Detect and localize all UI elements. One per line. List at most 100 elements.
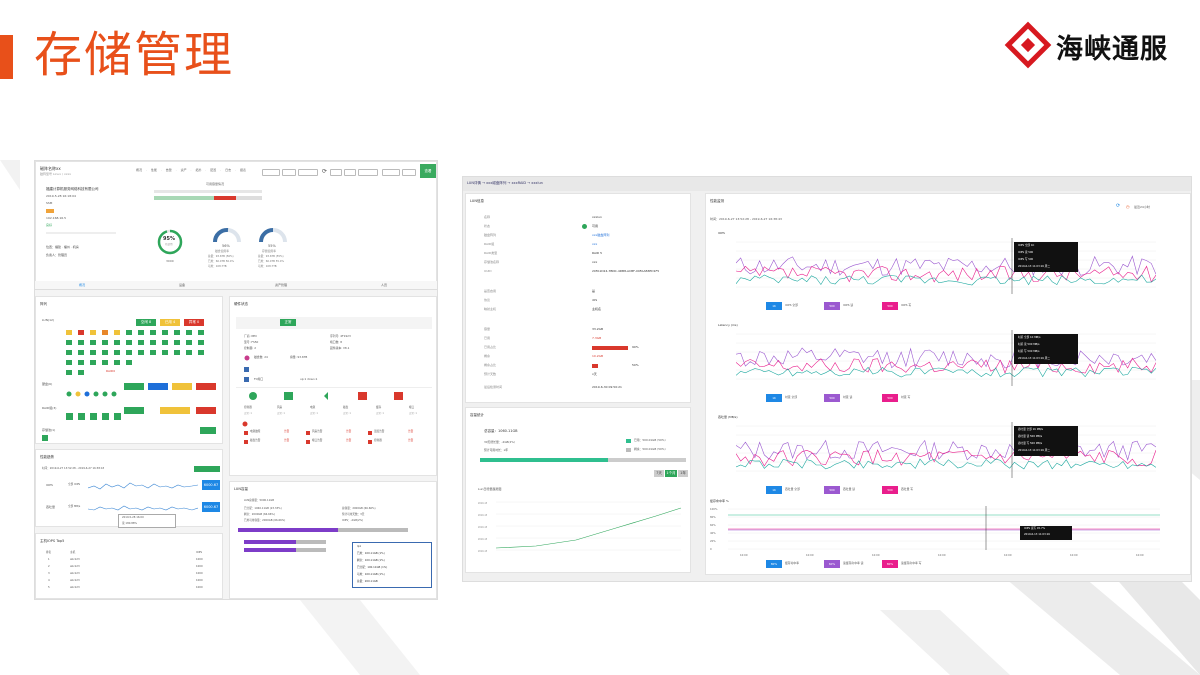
usage-percent-sub: 已使用 (165, 243, 173, 246)
clock-icon[interactable]: ◷ (1126, 204, 1130, 209)
usage-bar (592, 364, 598, 368)
hw-field-1: 厂商: IBM (244, 334, 257, 338)
legend-chip[interactable]: 80% (766, 560, 782, 568)
refresh-icon[interactable]: ⟳ (322, 168, 328, 175)
hw-item-status: 正常: 1 (310, 412, 318, 415)
lun-tooltip-line: lp1 (357, 545, 362, 548)
header-button-3[interactable] (298, 169, 318, 176)
alarm-label[interactable]: 电源故障 (250, 430, 261, 433)
alarm-label[interactable]: 风扇告警 (312, 430, 323, 433)
lun-field-value: x天 (592, 372, 597, 376)
array-row-raid: RAID组(3) (42, 406, 57, 410)
disk-badge-2[interactable] (148, 383, 168, 390)
disk-badge-4[interactable] (196, 383, 216, 390)
badge-error[interactable]: 异常 0 (184, 319, 204, 326)
tab-asset[interactable]: 资产管理 (275, 283, 288, 287)
alarm-status: 告警 (284, 439, 290, 442)
legend-chip[interactable]: 500 (882, 394, 898, 402)
top-nav[interactable]: 概况 · 性能 · 告警 · 资产 · 拓扑 · 配置 · 日志 · 报表 (136, 168, 247, 172)
header-button-8[interactable] (402, 169, 416, 176)
disk-badge-3[interactable] (172, 383, 192, 390)
pool-badge[interactable] (200, 427, 216, 434)
table-row-iops: 1000 (196, 565, 203, 568)
perf-tooltip: 2019-5-28 16:00 读 180.88% (118, 514, 176, 528)
legend-chip[interactable]: 500 (824, 394, 840, 402)
header-button-1[interactable] (262, 169, 280, 176)
perf-line-chart (736, 330, 1156, 386)
lun-field-value: 2019-6-30 09:50:21 (592, 385, 622, 389)
legend-chip[interactable]: 500 (824, 486, 840, 494)
legend-chip[interactable]: 500 (882, 486, 898, 494)
view-button[interactable]: 查看 (420, 164, 436, 178)
storage-gauge-icon (259, 228, 287, 243)
legend-chip[interactable]: 1K (766, 486, 782, 494)
header-button-6[interactable] (358, 169, 378, 176)
perf-bw-sub: 全部 MB/s (68, 505, 81, 508)
disk-badge-1[interactable] (124, 383, 144, 390)
tooltip-line: 吞吐量 写 500 MB/s (1018, 442, 1043, 445)
lun-cap-line1: 已分配：1060.11GB (23.33%) (244, 507, 282, 510)
legend-chip[interactable]: 1K (766, 394, 782, 402)
lun-field-label: 预计天数 (484, 372, 497, 376)
hw-field-5: 端口数: 8 (330, 340, 343, 344)
tab-overview[interactable]: 概况 (79, 283, 86, 287)
hw-item-label: 控制器 (244, 406, 252, 409)
info-divider (46, 232, 116, 234)
alarm-label[interactable]: 端口告警 (312, 439, 323, 442)
status-badge (46, 209, 54, 213)
header-button-2[interactable] (282, 169, 296, 176)
legend-chip[interactable]: 80% (882, 560, 898, 568)
header-button-7[interactable] (382, 169, 400, 176)
perf-monitor-title: 性能监测 (710, 199, 724, 203)
raid-badge-3[interactable] (196, 407, 216, 414)
lun-field-value: 7.3GB (592, 336, 602, 340)
capacity-chart-title: Lun日增量趋势图 (478, 487, 502, 491)
legend-label: 吞吐量 写 (901, 487, 914, 491)
refresh-range[interactable]: 最近24小时 (1134, 205, 1150, 209)
lun-tooltip-line: 已分配：100.11GB (1%) (357, 566, 388, 569)
raid-icons (66, 413, 121, 420)
legend-chip[interactable]: 60% (824, 560, 840, 568)
capacity-trend-chart: 2019-15 2019-15 2019-15 2019-15 2019-15 (478, 501, 682, 553)
hw-field-6: 固件版本: V8.1 (330, 346, 350, 350)
legend-free: 剩余：500.01GB (50%) (634, 447, 666, 451)
legend-chip[interactable]: 500 (824, 302, 840, 310)
breadcrumb[interactable]: LUN详情 → xxx磁盘阵列 → xxxRAID → xxxlun (467, 181, 543, 185)
lun-field-value[interactable]: xxx磁盘阵列 (592, 233, 610, 237)
tooltip-line: 2019-6-13 11:03:16 周二 (1018, 265, 1050, 268)
badge-free[interactable]: 空闲 8 (136, 319, 156, 326)
legend-chip[interactable]: 1K (766, 302, 782, 310)
range-1y[interactable]: 1年 (678, 470, 688, 477)
perf-iops-value: 6000.67 (202, 480, 220, 490)
legend-chip[interactable]: 500 (882, 302, 898, 310)
alarm-label[interactable]: 温度告警 (374, 430, 385, 433)
hit-x-tick: 10:00 (1004, 553, 1012, 557)
tab-device[interactable]: 设备 (179, 283, 186, 287)
header-button-4[interactable] (330, 169, 342, 176)
lun-field-value: 33.2GB (592, 327, 604, 331)
storage-gauge-line-3: 可用：108.7TB (258, 265, 277, 268)
alarm-label[interactable]: 控制器 (374, 439, 382, 442)
header-button-5[interactable] (344, 169, 356, 176)
hw-ports-label: FC端口 (254, 377, 264, 381)
array-row-pool: 存储池(1) (42, 428, 56, 432)
array-model: 磁阵型号 Linux / xxxx (40, 172, 72, 176)
legend-free-swatch (626, 448, 631, 452)
refresh-icon[interactable]: ⟳ (1116, 203, 1121, 209)
brand-name: 海峡通服 (1056, 34, 1168, 65)
perf-toggle[interactable] (194, 466, 220, 472)
hw-item-label: 风扇 (277, 406, 283, 409)
alarm-label[interactable]: 磁盘告警 (250, 439, 261, 442)
col-iops: IOPS (196, 551, 203, 554)
table-row-host: abc123 (70, 572, 80, 575)
company-name: 福建计算机服务网络科技有限公司 (46, 187, 99, 191)
range-1m[interactable]: 1个月 (665, 470, 677, 477)
perf-chart-tooltip: 时延 全部 1K MB/s 时延 读 500 MB/s 时延 写 500 MB/s 2… (1014, 334, 1078, 364)
raid-badge-2[interactable] (160, 407, 190, 414)
perf-time: 时间：2019-6-27 13:52:28 - 2019-6-27 16:38:… (42, 467, 105, 470)
tab-people[interactable]: 人员 (381, 283, 388, 287)
range-7d[interactable]: 7天 (654, 470, 664, 477)
lun-field-value[interactable]: xxx (592, 242, 598, 246)
raid-badge-1[interactable] (124, 407, 144, 414)
badge-used[interactable]: 已用 4 (160, 319, 180, 326)
